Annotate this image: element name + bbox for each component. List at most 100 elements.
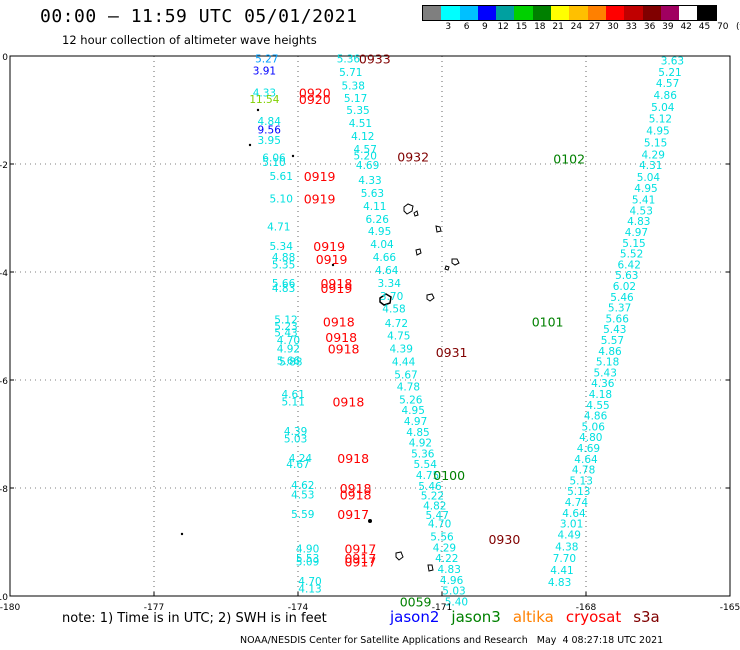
colorbar-label: 12 [497,22,509,32]
swh-value: 5.71 [339,67,362,79]
colorbar-swatch [624,6,643,20]
swh-value: 5.11 [282,397,305,409]
footnote: note: 1) Time is in UTC; 2) SWH is in fe… [62,611,327,626]
colorbar-label: 45 [698,22,711,32]
island-dot [291,154,295,158]
swh-value: 4.83 [548,577,571,589]
swh-value: 5.61 [270,171,293,183]
swh-value: 4.83 [438,564,461,576]
colorbar-unit: (ft) [736,22,740,32]
swh-value: 4.95 [634,183,657,195]
swh-value: 4.64 [375,265,399,277]
swh-value: 4.95 [646,126,669,138]
swh-value: 4.92 [409,438,432,450]
swh-value: 4.86 [584,411,608,423]
pass-time-label: 0917 [344,541,376,556]
swh-value: 4.57 [354,144,377,156]
swh-value: 5.41 [632,195,655,207]
swh-value: 3.70 [380,291,403,303]
swh-value: 4.74 [565,497,589,509]
credit-line: NOAA/NESDIS Center for Satellite Applica… [240,635,664,646]
swh-value: 5.21 [658,67,681,79]
colorbar-swatch [496,6,515,20]
swh-value: 6.02 [613,281,636,293]
swh-value: 5.13 [570,475,593,487]
colorbar-label: 27 [588,22,601,32]
swh-value: 5.04 [651,102,675,114]
swh-value: 5.15 [622,238,645,250]
colorbar-label: 36 [643,22,656,32]
swh-value: 4.70 [298,576,321,588]
swh-value: 4.33 [253,88,276,100]
x-tick-label: -177 [144,603,164,613]
colorbar-label: 70 [717,22,729,32]
axis-tick-labels: -180 -177 -174 -171 -168 -165 0 -2 -4 -6 -8 -10 [0,53,740,613]
swh-value: 11.54 [249,94,279,106]
colorbar-label: 15 [515,22,528,32]
swh-value: 5.17 [344,93,367,105]
swh-value: 5.66 [606,313,630,325]
colorbar-swatch [569,6,588,20]
colorbar-swatch [679,6,698,20]
swh-value: 4.39 [284,426,307,438]
colorbar-swatch [551,6,570,20]
swh-value: 4.69 [356,160,379,172]
pass-time-label: 0101 [532,315,564,330]
pass-time-label: 0933 [359,52,391,67]
swh-value: 5.10 [262,157,285,169]
x-tick-label: -180 [0,603,20,613]
plot-grid [10,56,730,596]
swh-value: 5.43 [594,367,617,379]
swh-value: 4.55 [586,400,609,412]
swh-value: 4.36 [591,378,615,390]
swh-value: 5.66 [272,278,296,290]
colorbar-label: 30 [607,22,619,32]
swh-value: 4.72 [385,318,408,330]
swh-value: 4.12 [351,131,374,143]
swh-value: 4.90 [296,543,319,555]
pass-time-label: 0918 [328,342,360,357]
y-tick-label: -8 [0,485,8,495]
colorbar-swatch [660,6,680,20]
pass-time-label: 0930 [488,532,520,547]
swh-value: 5.67 [394,370,417,382]
x-tick-label: -171 [432,603,452,613]
swh-value: 4.71 [267,222,290,234]
swh-value: 5.20 [354,150,377,162]
colorbar-label: 3 [445,22,452,32]
swh-value: 4.95 [368,226,391,238]
pass-time-label: 0918 [340,481,372,496]
swh-value: 4.75 [387,331,410,343]
y-tick-label: -10 [0,593,8,603]
island-outline [426,293,435,302]
swh-value: 4.53 [630,205,653,217]
island-outline [435,225,442,233]
swh-value: 5.63 [361,188,384,200]
axis-ticks [9,55,731,597]
swh-value: 4.33 [358,175,381,187]
swh-value: 4.51 [349,118,372,130]
chart-title: 00:00 — 11:59 UTC 05/01/2021 [40,6,358,27]
swh-value: 5.53 [296,553,319,565]
swh-value: 5.12 [274,315,297,327]
island-outline [451,258,460,266]
swh-value: 4.61 [282,389,305,401]
colorbar-swatch [514,6,533,20]
swh-value: 4.64 [574,454,598,466]
swh-value: 4.39 [390,344,413,356]
swh-value: 4.11 [363,201,386,213]
colorbar-swatches [422,5,717,21]
colorbar-label: 18 [534,22,546,32]
swh-value: 3.91 [253,66,276,78]
chart-subtitle: 12 hour collection of altimeter wave hei… [62,33,317,47]
swh-value: 5.12 [649,114,672,126]
swh-value: 4.95 [402,405,425,417]
swh-value: 5.46 [610,292,634,304]
swh-value: 4.62 [291,480,314,492]
colorbar-label: 6 [463,22,470,32]
swh-value: 5.04 [637,172,661,184]
mission-jason3: jason3 [451,608,501,626]
y-tick-label: -2 [0,161,8,171]
swh-value: 5.36 [411,448,435,460]
swh-value: 4.53 [291,489,314,501]
